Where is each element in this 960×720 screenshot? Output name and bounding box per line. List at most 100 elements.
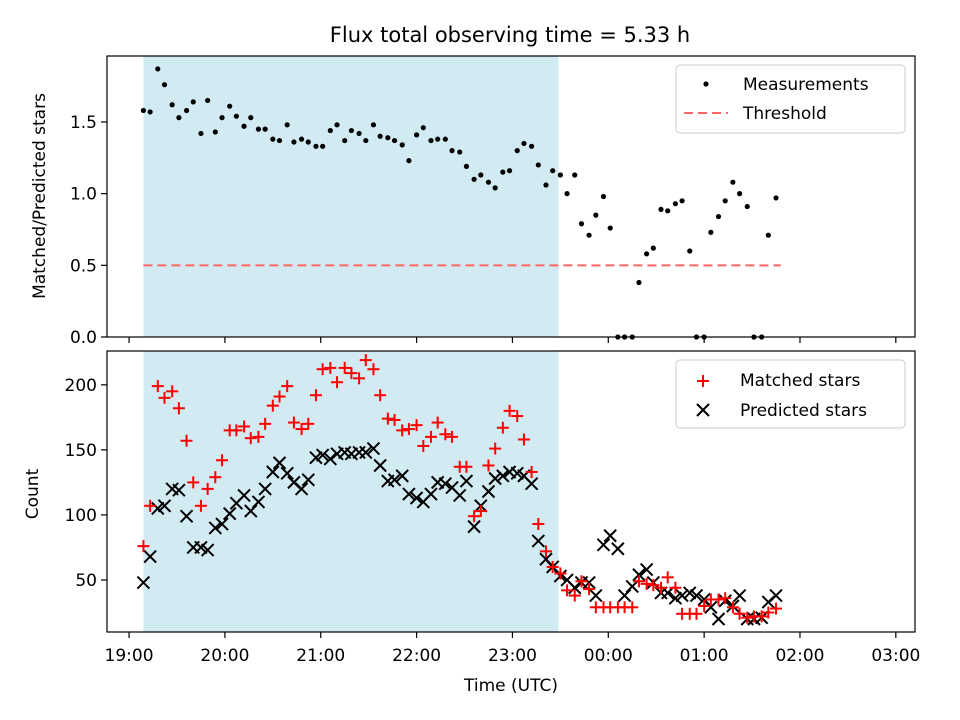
legend-threshold-label: Threshold [742,104,827,124]
predicted-star-point [639,562,654,577]
measurement-point [485,179,492,185]
predicted-star-point [222,506,237,521]
predicted-star-point [589,588,603,603]
bottom-y-axis-label: Count [23,468,43,519]
predicted-star-point [661,586,675,600]
predicted-star-point [625,579,639,594]
measurement-point [305,139,311,145]
measurement-point [219,115,225,121]
y-tick-label: 100 [65,506,97,526]
measurement-point [442,136,448,142]
matched-star-point [410,419,423,432]
legend-measurements-label: Measurements [743,75,869,95]
measurement-point [291,139,297,145]
matched-star-point [755,610,768,623]
matched-star-point [295,423,308,436]
measurement-point [270,136,276,142]
matched-star-point [244,432,257,445]
predicted-star-point [568,581,582,595]
predicted-star-point [582,575,596,590]
matched-star-point [166,385,179,398]
measurement-point [399,142,405,148]
predicted-star-point [244,504,258,518]
matched-star-point [201,482,214,495]
matched-star-point [388,413,401,426]
top-shaded-region [143,56,559,337]
predicted-star-point [387,473,402,487]
matched-star-point [266,399,279,412]
legend-measurements-marker [703,81,709,87]
measurement-point [730,179,736,185]
matched-star-point [460,460,473,473]
measurement-point [506,168,513,174]
measurement-point [205,97,211,104]
measurement-point [370,122,377,128]
measurement-point [586,232,592,238]
measurement-point [535,162,541,168]
measurement-point [736,191,743,197]
matched-star-point [719,592,732,605]
measurement-point [342,137,348,144]
matched-star-point [568,589,581,602]
matched-star-point [712,593,725,606]
measurement-point [773,195,779,201]
predicted-star-point [409,491,424,505]
measurement-point [557,172,563,178]
predicted-star-point [395,469,409,483]
measurement-point [385,135,391,141]
matched-star-point [632,575,645,588]
measurement-point [406,158,412,164]
measurement-point [334,122,340,128]
top-panel: 0.0 0.5 1.0 1.5 Matched/Predicted stars Mea… [30,55,916,348]
matched-star-point [698,599,711,612]
x-tick-label: 03:00 [871,646,920,666]
measurement-point [435,136,441,142]
measurement-point [320,143,326,149]
measurement-point [276,137,283,144]
matched-star-point [302,417,315,430]
matched-star-point [158,391,171,404]
y-tick-label: 150 [65,441,97,461]
measurement-point [298,136,305,142]
measurement-point [356,130,362,137]
matched-star-point [661,571,674,584]
matched-star-point [353,372,366,385]
bottom-markers [136,354,783,626]
measurement-point [665,208,671,214]
predicted-star-point [704,600,718,614]
measurement-point [529,143,535,149]
y-tick-label: 50 [75,571,97,591]
matched-star-point [187,476,200,489]
matched-star-point [575,575,588,588]
matched-star-point [144,499,157,512]
matched-star-point [726,601,739,614]
x-tick-label: 00:00 [584,646,633,666]
top-legend-box [675,64,906,134]
predicted-star-point [179,509,194,523]
measurement-point [687,248,693,254]
matched-star-point [647,579,660,592]
matched-star-point [209,471,222,484]
predicted-star-point [424,487,438,501]
matched-star-point [446,430,459,443]
predicted-star-point [632,568,646,582]
predicted-star-point [732,588,747,603]
matched-star-point [281,380,294,393]
measurement-point [255,126,262,132]
matched-star-point [489,442,502,455]
matched-star-point [496,421,509,434]
measurement-point [650,245,656,251]
matched-star-point [583,583,596,596]
measurement-point [463,163,470,169]
predicted-star-point [266,465,280,479]
matched-star-point [402,423,415,436]
bottom-x-axis: 19:00 20:00 21:00 22:00 23:00 00:00 01:00 02:00… [105,632,920,666]
matched-star-point [252,430,265,443]
matched-star-point [640,577,653,590]
predicted-star-point [711,612,726,626]
legend-predicted-marker [696,403,710,417]
matched-star-point [770,602,783,615]
matched-star-point [474,505,487,518]
top-y-axis: 0.0 0.5 1.0 1.5 [70,113,107,348]
